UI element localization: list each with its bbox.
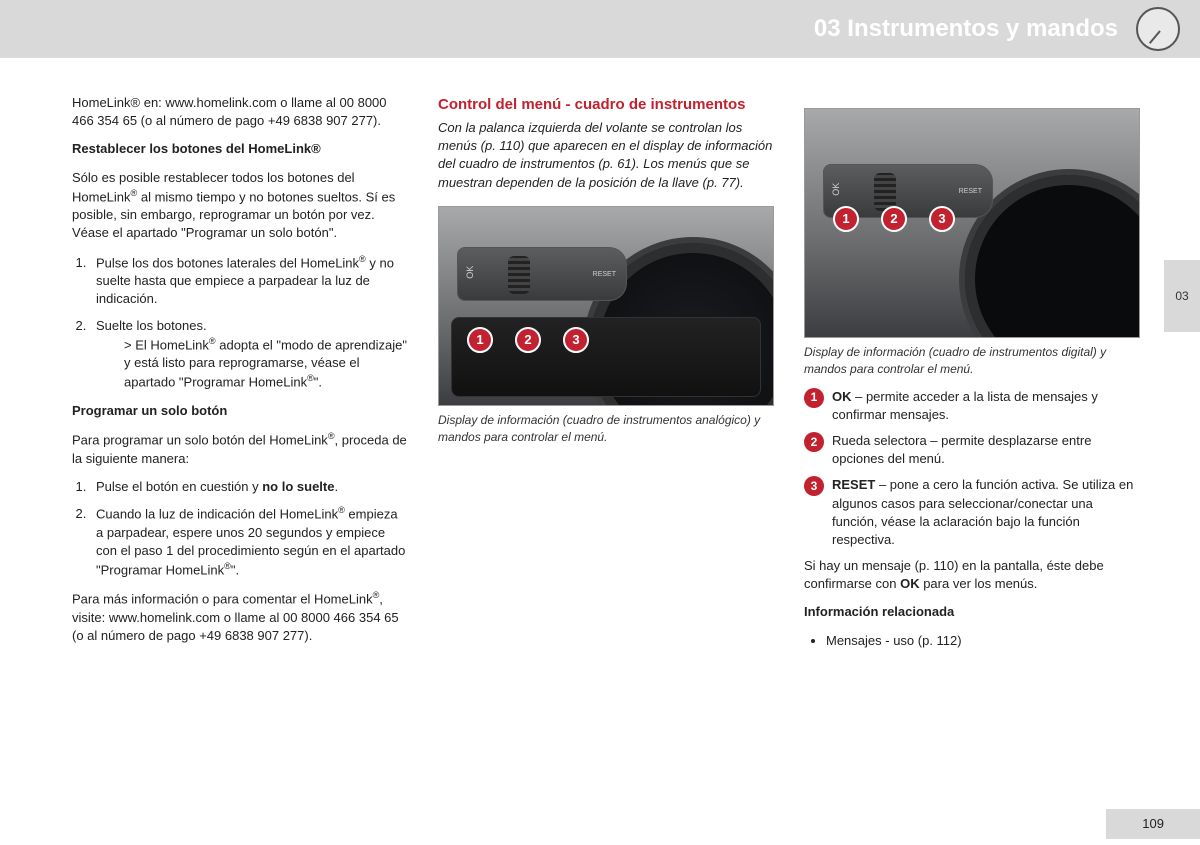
legend-text-1: OK – permite acceder a la lista de mensa… — [832, 388, 1140, 424]
step-2: Suelte los botones. > El HomeLink® adopt… — [90, 317, 408, 392]
callout-1: 1 — [467, 327, 493, 353]
callout-1: 1 — [833, 206, 859, 232]
section-heading: Control del menú - cuadro de instrumento… — [438, 94, 774, 115]
column-1: HomeLink® en: www.homelink.com o llame a… — [72, 94, 408, 660]
related-list: Mensajes - uso (p. 112) — [804, 632, 1140, 650]
callout-labels: 1 2 3 — [833, 206, 955, 232]
reg-mark: ® — [359, 254, 366, 264]
callout-3: 3 — [563, 327, 589, 353]
legend-badge-1: 1 — [804, 388, 824, 408]
legend-badge-2: 2 — [804, 432, 824, 452]
bold-text: OK — [832, 389, 852, 404]
related-heading: Información relacionada — [804, 603, 1140, 621]
column-2: Control del menú - cuadro de instrumento… — [438, 94, 774, 660]
text: Suelte los botones. — [96, 318, 207, 333]
heading-reset: Restablecer los botones del HomeLink® — [72, 140, 408, 158]
reset-steps: Pulse los dos botones laterales del Home… — [72, 253, 408, 392]
header-band: 03 Instrumentos y mandos — [0, 0, 1200, 58]
text: – pone a cero la función activa. Se util… — [832, 477, 1133, 547]
text: – permite acceder a la lista de mensajes… — [832, 389, 1098, 422]
stalk-lever: RESET — [457, 247, 627, 301]
bold-text: RESET — [832, 477, 875, 492]
column-3: RESET 1 2 3 Display de información (cuad… — [804, 94, 1140, 660]
callout-2: 2 — [515, 327, 541, 353]
figure-analog: RESET 1 2 3 — [438, 206, 774, 406]
step-2-sub: > El HomeLink® adopta el "modo de aprend… — [96, 335, 408, 392]
reset-label: RESET — [593, 270, 616, 280]
bold-text: no lo suelte — [262, 479, 334, 494]
more-info: Para más información o para comentar el … — [72, 589, 408, 645]
gauge-icon — [1136, 7, 1180, 51]
reg-mark: ® — [224, 561, 231, 571]
legend-3: 3 RESET – pone a cero la función activa.… — [804, 476, 1140, 549]
page-number: 109 — [1106, 809, 1200, 839]
reset-label: RESET — [959, 187, 982, 197]
section-intro: Con la palanca izquierda del volante se … — [438, 119, 774, 192]
text: Para programar un solo botón del HomeLin… — [72, 432, 328, 447]
text: . — [334, 479, 338, 494]
figure-digital: RESET 1 2 3 — [804, 108, 1140, 338]
figure-caption-analog: Display de información (cuadro de instru… — [438, 412, 774, 446]
legend-1: 1 OK – permite acceder a la lista de men… — [804, 388, 1140, 424]
single-step-2: Cuando la luz de indicación del HomeLink… — [90, 504, 408, 579]
figure-caption-digital: Display de información (cuadro de instru… — [804, 344, 1140, 378]
text: para ver los menús. — [920, 576, 1038, 591]
callout-2: 2 — [881, 206, 907, 232]
legend-text-2: Rueda selectora – permite desplazarse en… — [832, 432, 1140, 468]
reg-mark: ® — [307, 373, 314, 383]
chapter-title: 03 Instrumentos y mandos — [814, 12, 1118, 46]
legend-2: 2 Rueda selectora – permite desplazarse … — [804, 432, 1140, 468]
text: Para más información o para comentar el … — [72, 592, 373, 607]
reg-mark: ® — [209, 336, 216, 346]
callout-labels: 1 2 3 — [467, 327, 589, 353]
section-tab: 03 — [1164, 260, 1200, 332]
text: El HomeLink — [135, 337, 209, 352]
related-item: Mensajes - uso (p. 112) — [826, 632, 1140, 650]
callout-3: 3 — [929, 206, 955, 232]
intro-text: HomeLink® en: www.homelink.com o llame a… — [72, 94, 408, 130]
heading-single: Programar un solo botón — [72, 402, 408, 420]
confirm-note: Si hay un mensaje (p. 110) en la pantall… — [804, 557, 1140, 593]
text: ". — [231, 562, 239, 577]
reg-mark: ® — [328, 431, 335, 441]
content: HomeLink® en: www.homelink.com o llame a… — [0, 58, 1200, 670]
text: Cuando la luz de indicación del HomeLink — [96, 506, 338, 521]
single-step-1: Pulse el botón en cuestión y no lo suelt… — [90, 478, 408, 496]
text: ". — [314, 375, 322, 390]
legend-badge-3: 3 — [804, 476, 824, 496]
bold-text: OK — [900, 576, 920, 591]
legend-text-3: RESET – pone a cero la función activa. S… — [832, 476, 1140, 549]
single-steps: Pulse el botón en cuestión y no lo suelt… — [72, 478, 408, 580]
single-intro: Para programar un solo botón del HomeLin… — [72, 430, 408, 468]
reg-mark: ® — [338, 505, 345, 515]
text: Pulse los dos botones laterales del Home… — [96, 255, 359, 270]
step-1: Pulse los dos botones laterales del Home… — [90, 253, 408, 309]
text: Pulse el botón en cuestión y — [96, 479, 262, 494]
reset-body: Sólo es posible restablecer todos los bo… — [72, 169, 408, 243]
